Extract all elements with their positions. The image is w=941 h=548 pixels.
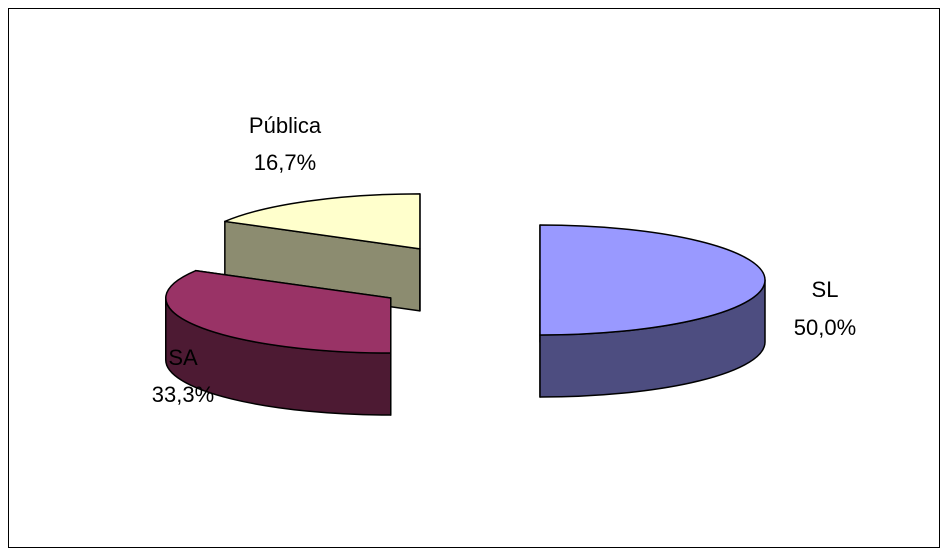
label-publica-percent: 16,7% (254, 150, 316, 175)
label-publica-name: Pública (249, 113, 322, 138)
label-sa-name: SA (168, 345, 198, 370)
label-sl-percent: 50,0% (794, 315, 856, 340)
label-sa-percent: 33,3% (152, 382, 214, 407)
slices-layer (165, 193, 766, 416)
slice-1 (165, 269, 392, 416)
pie-chart: SL 50,0% SA 33,3% Pública 16,7% (152, 113, 856, 416)
slice-0 (539, 224, 766, 398)
label-sl-name: SL (812, 277, 839, 302)
chart-area (8, 8, 940, 548)
